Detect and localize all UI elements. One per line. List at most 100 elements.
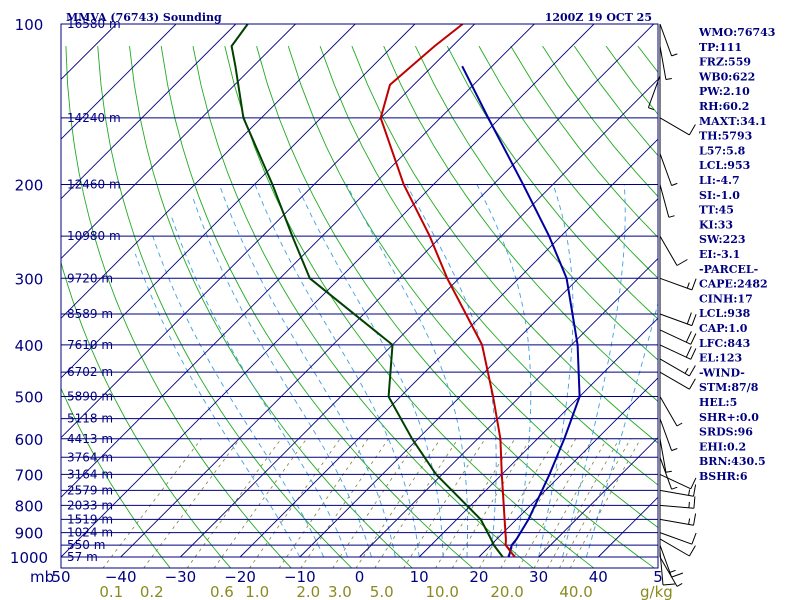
wind-barb-flag: [691, 278, 697, 291]
isotherm: [61, 24, 535, 498]
isotherm: [478, 377, 658, 558]
index-value: -WIND-: [699, 366, 745, 379]
pressure-unit-label: mb: [30, 568, 54, 586]
wind-barb: [659, 544, 684, 578]
temperature-tick-label: 50: [51, 568, 70, 586]
wind-barb-half-flag: [665, 470, 672, 473]
wind-barb-staff: [659, 358, 690, 377]
height-label: 5118 m: [67, 412, 113, 426]
temperature-tick-label: 40: [589, 568, 608, 586]
mixing-ratio-label: 2.0: [296, 583, 320, 600]
wind-barb-flag: [688, 365, 696, 377]
height-label: 14240 m: [67, 111, 121, 125]
height-label: 57 m: [67, 550, 98, 564]
pressure-tick-label: 200: [15, 176, 44, 194]
dry-adiabat: [97, 46, 353, 568]
wind-barb: [659, 532, 697, 545]
wind-barb: [659, 184, 675, 218]
wind-barb-flag: [690, 477, 697, 490]
height-label: 16580 m: [67, 17, 121, 31]
index-value: STM:87/8: [699, 381, 759, 394]
index-value: MAXT:34.1: [699, 115, 767, 128]
pressure-tick-label: 900: [15, 525, 44, 543]
wind-barb-staff: [659, 23, 673, 57]
dry-adiabat: [414, 45, 658, 361]
mixing-ratio-line: [186, 438, 282, 568]
index-value: BRN:430.5: [699, 455, 766, 468]
index-value: KI:33: [699, 218, 733, 231]
wind-barb-staff: [659, 438, 667, 473]
mixing-ratio-label: 0.2: [140, 583, 164, 600]
temperature-tick-label: 10: [410, 568, 429, 586]
wind-barb-flag: [691, 314, 697, 326]
index-value: LFC:843: [699, 337, 750, 350]
temperature-tick-label: −20: [224, 568, 256, 586]
isotherm: [538, 436, 658, 558]
wind-barb: [659, 277, 697, 291]
height-label: 1024 m: [67, 526, 113, 540]
wind-barb-half-flag: [668, 215, 675, 218]
pressure-tick-label: 600: [15, 431, 44, 449]
wind-barb-staff: [659, 544, 673, 578]
index-value: TP:111: [699, 41, 742, 54]
mixing-ratio-label: 5.0: [370, 583, 394, 600]
index-value: CINH:17: [699, 292, 753, 305]
dry-adiabat: [446, 45, 658, 320]
mixing-ratio-unit-label: g/kg: [640, 583, 673, 600]
height-label: 3764 m: [67, 450, 113, 464]
wind-barb-flag: [685, 331, 692, 343]
wind-barb: [659, 457, 678, 490]
wind-barb-half-flag: [686, 282, 690, 289]
dry-adiabat: [383, 45, 658, 402]
index-value: BSHR:6: [699, 470, 748, 483]
index-value: WB0:622: [698, 70, 755, 83]
mixing-ratio-line: [478, 438, 557, 568]
mixing-ratio-line: [533, 438, 608, 568]
index-value: SW:223: [699, 233, 746, 246]
height-label: 10980 m: [67, 229, 121, 243]
isotherm: [61, 24, 475, 439]
dry-adiabat: [61, 260, 232, 568]
wind-barb-flag: [688, 124, 696, 136]
mixing-ratio-label: 40.0: [559, 583, 592, 600]
isotherm: [359, 257, 658, 558]
index-value: HEL:5: [699, 396, 737, 409]
wind-barb-flag: [690, 348, 697, 360]
wind-barb-half-flag: [671, 53, 678, 57]
wind-barb-staff: [659, 418, 673, 451]
wind-barb: [659, 45, 672, 80]
index-value: CAPE:2482: [699, 278, 768, 291]
temperature-tick-label: 5: [653, 568, 663, 586]
mixing-ratio-line: [451, 438, 531, 568]
wind-barb: [659, 117, 696, 136]
wind-barb-half-flag: [676, 422, 683, 427]
wind-barb-staff: [659, 396, 678, 427]
wind-barb-flag: [691, 532, 697, 545]
mixing-ratio-line: [213, 438, 307, 568]
height-label: 5890 m: [67, 390, 113, 404]
wind-barb: [659, 513, 697, 526]
wind-barb-staff: [659, 551, 664, 586]
wind-barb-flag: [688, 545, 696, 557]
isotherm: [299, 198, 658, 558]
wind-barbs: [647, 23, 697, 587]
wind-barb: [659, 496, 696, 509]
wind-barb-staff: [659, 313, 693, 327]
wind-barb: [659, 396, 683, 427]
index-value: FRZ:559: [699, 56, 751, 69]
index-value: EHI:0.2: [699, 440, 746, 453]
wind-barb-staff: [659, 538, 690, 557]
mixing-ratio-label: 0.6: [210, 583, 234, 600]
index-value: TT:45: [699, 204, 734, 217]
index-value: SHR+:0.0: [699, 411, 759, 424]
wind-barb-staff: [659, 153, 673, 186]
wind-barb-staff: [647, 75, 661, 108]
height-label: 2033 m: [67, 498, 113, 512]
dry-adiabat: [351, 45, 658, 444]
wind-barb-half-flag: [665, 78, 672, 80]
dry-adiabat: [224, 45, 595, 568]
isotherm: [61, 24, 177, 140]
dry-adiabat: [129, 46, 413, 568]
pressure-tick-label: 300: [15, 270, 44, 288]
wind-barb-half-flag: [648, 107, 655, 111]
